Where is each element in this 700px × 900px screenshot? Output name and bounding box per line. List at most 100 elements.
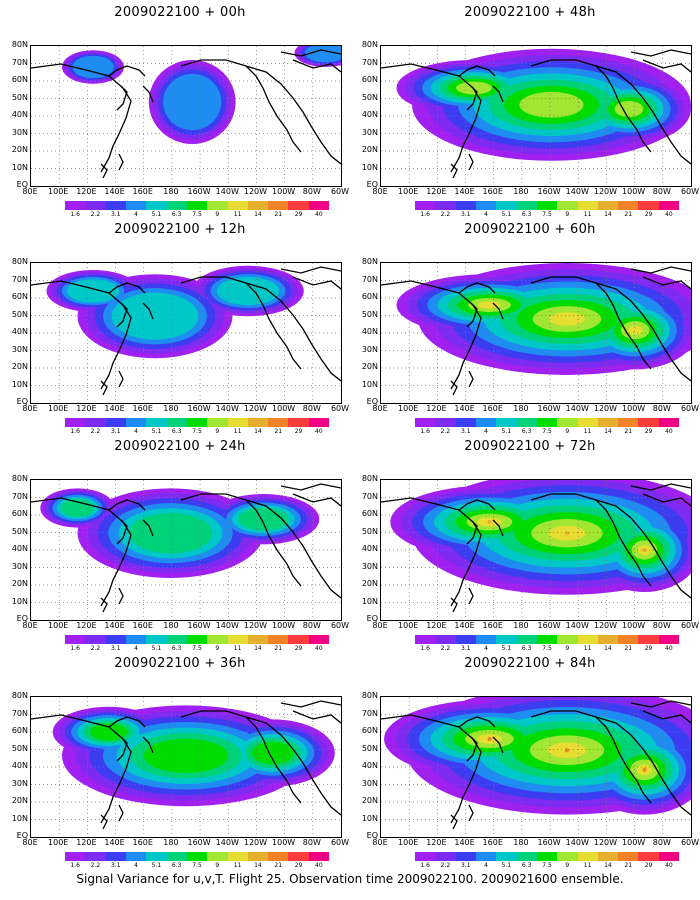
lon-label: 60W [680,621,700,630]
colorbar-swatch [65,201,86,210]
panel-title: 2009022100 + 00h [114,5,246,20]
colorbar-swatch [435,201,456,210]
colorbar-swatch [516,635,537,644]
colorbar-tick-label: 40 [315,862,323,869]
coastline [108,499,146,511]
colorbar-swatch [597,418,619,427]
coastline [468,370,474,388]
lon-label: 120W [243,621,268,630]
coastline [642,493,691,507]
colorbar-tick-label: 40 [665,211,673,218]
lat-label: 60N [11,509,28,518]
variance-contour [143,738,229,773]
colorbar-tick-label: 5.1 [151,645,162,652]
coastline [280,483,341,491]
lat-label: 80N [361,474,378,483]
lat-label: EQ [16,180,28,189]
colorbar-swatch [166,852,187,861]
colorbar-swatch [536,852,558,861]
coastline [530,59,691,165]
colorbar-tick-label: 1.6 [70,428,80,435]
coastline [530,276,691,382]
colorbar-tick-label: 29 [644,211,653,218]
colorbar-swatch [618,201,639,210]
lon-label: 140E [104,838,125,847]
variance-contour [565,748,569,753]
colorbar-tick-label: 1.6 [70,211,80,218]
colorbar-swatch [516,418,537,427]
coastline [595,65,652,153]
lon-label: 100E [48,187,69,196]
coastline [450,163,458,179]
colorbar-tick-label: 6.3 [521,862,532,869]
colorbar-tick-label: 9 [565,428,570,435]
colorbar-swatch [146,635,167,644]
colorbar-tick-label: 2.2 [440,211,451,218]
lat-label: 40N [361,544,378,553]
lon-label: 180 [513,404,529,413]
coastline [466,85,478,111]
coastline [245,65,302,153]
colorbar-tick-label: 3.1 [110,862,121,869]
colorbar-tick-label: 4 [484,862,488,869]
panel-title: 2009022100 + 72h [464,439,596,454]
colorbar-tick-label: 7.5 [542,211,552,218]
colorbar-tick-label: 5.1 [501,862,512,869]
colorbar-swatch [288,201,309,210]
lat-label: EQ [366,180,378,189]
colorbar-tick-label: 6.3 [171,645,182,652]
variance-contour [627,325,643,335]
lon-label: 140E [454,838,475,847]
lat-label: EQ [366,614,378,623]
colorbar-tick-label: 4 [134,862,138,869]
colorbar-tick-label: 2.2 [440,862,451,869]
lon-label: 80W [652,838,671,847]
lon-label: 100E [398,838,419,847]
variance-map [30,696,342,838]
colorbar-swatch [658,418,680,427]
lat-label: EQ [366,831,378,840]
lat-label: 30N [11,344,28,354]
coastline [292,276,341,290]
coastline [450,814,458,830]
colorbar-tick-label: 5.1 [151,862,162,869]
coastline [292,710,341,724]
colorbar-tick-label: 29 [644,428,653,435]
colorbar-tick-label: 14 [254,428,262,435]
lon-label: 160E [132,621,153,630]
lon-label: 100E [398,187,419,196]
lat-label: 20N [361,362,378,371]
colorbar-tick-label: 9 [565,862,570,869]
colorbar-tick-label: 5.1 [501,428,512,435]
colorbar-swatch [166,635,187,644]
colorbar-swatch [435,635,456,644]
lon-label: 140E [104,404,125,413]
lon-label: 140E [104,187,125,196]
lon-label: 160W [537,187,561,196]
panel-title: 2009022100 + 24h [114,439,246,454]
colorbar-tick-label: 21 [624,428,633,435]
forecast-panel: 2009022100 + 48h 80N 70N 60N 50N 40N 30N 20N 10N… [360,5,700,220]
colorbar [65,852,330,861]
colorbar-tick-label: 11 [583,862,592,869]
colorbar-tick-label: 14 [254,645,262,652]
lon-label: 100W [272,187,296,196]
colorbar-ticks: 1.6 2.2 3.1 4 5.1 6.3 7.5 9 11 14 21 29 40 [415,645,679,653]
lon-label: 160W [537,621,561,630]
lat-label: 70N [361,491,378,501]
colorbar-swatch [85,635,106,644]
lon-label: 100E [398,621,419,630]
colorbar-swatch [268,418,289,427]
lat-label: 80N [361,40,378,49]
colorbar-tick-label: 11 [233,211,242,218]
variance-contour [238,507,289,531]
panel-title: 2009022100 + 60h [464,222,596,237]
colorbar-swatch [536,418,558,427]
coastline [458,65,496,77]
lat-label: 10N [361,162,378,172]
lat-label: 60N [361,292,378,301]
panel-title: 2009022100 + 48h [464,5,596,20]
colorbar-tick-label: 29 [644,645,653,652]
lat-label: 80N [11,40,28,49]
lat-label: 60N [361,75,378,84]
